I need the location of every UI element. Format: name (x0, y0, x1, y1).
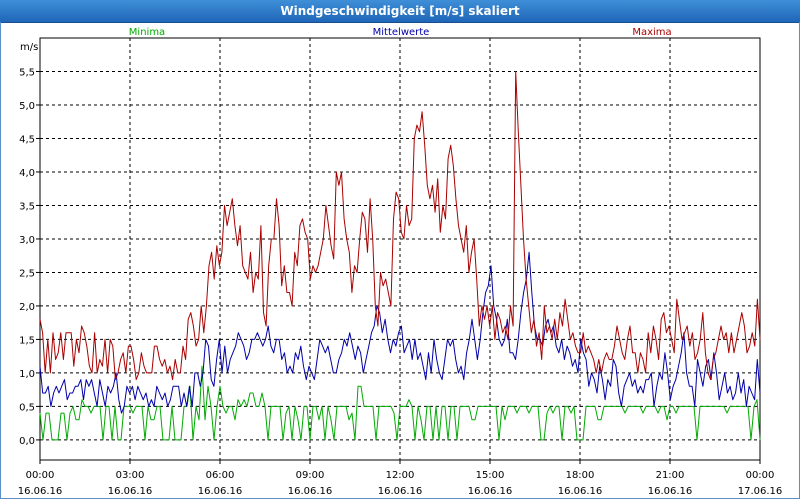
x-tick-date-label: 17.06.16 (738, 486, 783, 497)
x-tick-date-label: 16.06.16 (108, 486, 153, 497)
x-tick-date-label: 16.06.16 (18, 486, 63, 497)
chart-title: Windgeschwindigkeit [m/s] skaliert (280, 4, 520, 18)
x-tick-time-label: 12:00 (386, 470, 415, 481)
x-tick-date-label: 16.06.16 (378, 486, 423, 497)
legend-entry-maxima: Maxima (632, 27, 671, 38)
x-tick-date-label: 16.06.16 (468, 486, 513, 497)
legend: Minima Mittelwerte Maxima (129, 27, 672, 38)
legend-entry-mittelwerte: Mittelwerte (373, 27, 430, 38)
series-line-maxima (39, 71, 761, 381)
y-tick-label: 3,5 (19, 201, 35, 212)
y-tick-label: 5,0 (19, 101, 35, 112)
x-tick-time-label: 03:00 (116, 470, 145, 481)
x-axis: 00:00 16.06.16 03:00 16.06.16 06:00 16.06.16 0… (18, 460, 783, 497)
x-tick-date-label: 16.06.16 (648, 486, 693, 497)
y-tick-label: 2,5 (19, 268, 35, 279)
x-tick-date-label: 16.06.16 (198, 486, 243, 497)
series-layer (39, 71, 761, 441)
y-tick-label: 0,0 (19, 436, 35, 447)
x-tick-time-label: 09:00 (296, 470, 325, 481)
x-tick-time-label: 21:00 (656, 470, 685, 481)
y-axis: 0,0 0,5 1,0 1,5 2,0 2,5 3,0 3,5 4,0 4,5 5,0 5,5 (19, 67, 40, 447)
x-tick-time-label: 15:00 (476, 470, 505, 481)
chart-title-bar: Windgeschwindigkeit [m/s] skaliert (0, 0, 800, 23)
legend-entry-minima: Minima (129, 27, 165, 38)
series-line-minima (39, 365, 761, 441)
x-tick-time-label: 00:00 (746, 470, 775, 481)
y-axis-label: m/s (20, 42, 38, 53)
x-tick-date-label: 16.06.16 (288, 486, 333, 497)
y-tick-label: 4,0 (19, 168, 35, 179)
y-tick-label: 5,5 (19, 67, 35, 78)
y-tick-label: 2,0 (19, 302, 35, 313)
x-tick-date-label: 16.06.16 (558, 486, 603, 497)
y-tick-label: 0,5 (19, 402, 35, 413)
y-tick-label: 4,5 (19, 134, 35, 145)
x-tick-time-label: 18:00 (566, 470, 595, 481)
x-tick-time-label: 00:00 (26, 470, 55, 481)
series-line-mittelwerte (39, 251, 761, 414)
y-tick-label: 1,5 (19, 335, 35, 346)
y-tick-label: 3,0 (19, 235, 35, 246)
y-tick-label: 1,0 (19, 369, 35, 380)
x-tick-time-label: 06:00 (206, 470, 235, 481)
